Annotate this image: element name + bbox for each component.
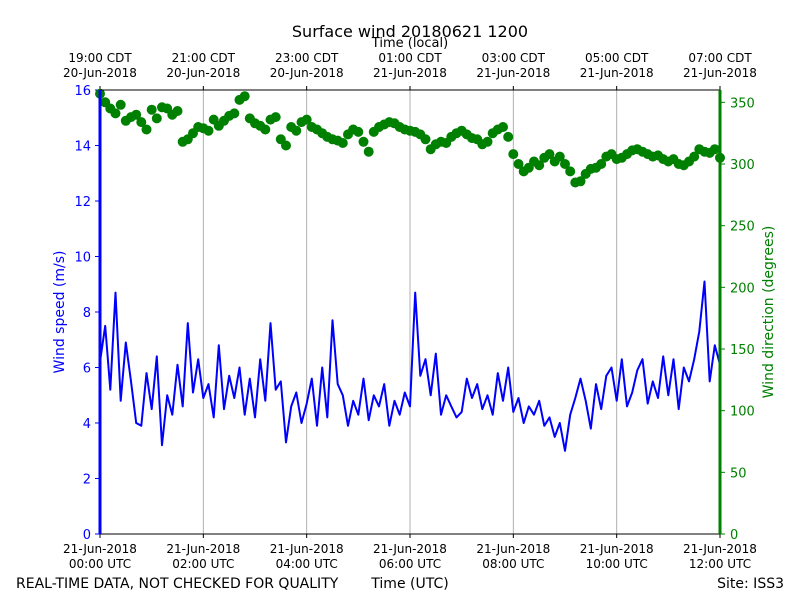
right-axis-label: Wind direction (degrees): [761, 226, 777, 399]
direction-point-63: [420, 134, 431, 145]
top-tick-date-5: 21-Jun-2018: [580, 66, 654, 80]
direction-point-78: [498, 122, 508, 132]
chart-title: Surface wind 20180621 1200: [292, 22, 528, 41]
direction-point-90: [560, 159, 570, 169]
right-tick-label-0: 0: [730, 528, 738, 543]
direction-point-52: [363, 146, 374, 157]
right-tick-label-3: 150: [730, 343, 755, 358]
bottom-tick-date-4: 21-Jun-2018: [476, 542, 550, 556]
top-tick-time-0: 19:00 CDT: [68, 51, 132, 65]
direction-point-32: [260, 124, 271, 135]
left-tick-label-8: 16: [74, 84, 91, 99]
bottom-tick-time-2: 04:00 UTC: [276, 557, 338, 571]
direction-point-21: [203, 125, 214, 136]
top-tick-date-3: 21-Jun-2018: [373, 66, 447, 80]
bottom-tick-time-1: 02:00 UTC: [172, 557, 234, 571]
top-tick-date-0: 20-Jun-2018: [63, 66, 137, 80]
bottom-tick-time-0: 00:00 UTC: [69, 557, 131, 571]
top-tick-time-4: 03:00 CDT: [482, 51, 546, 65]
right-tick-label-5: 250: [730, 220, 755, 235]
left-tick-label-1: 2: [83, 473, 91, 488]
direction-point-26: [229, 108, 240, 119]
direction-point-28: [239, 91, 250, 102]
top-tick-time-6: 07:00 CDT: [688, 51, 752, 65]
bottom-tick-date-3: 21-Jun-2018: [373, 542, 447, 556]
direction-point-7: [131, 109, 142, 120]
direction-point-47: [337, 138, 348, 148]
top-tick-date-1: 20-Jun-2018: [166, 66, 240, 80]
direction-point-9: [141, 124, 152, 135]
left-tick-label-0: 0: [83, 528, 91, 543]
left-tick-label-2: 4: [83, 417, 91, 432]
direction-point-4: [115, 99, 126, 110]
left-tick-label-5: 10: [74, 251, 91, 266]
bottom-tick-date-6: 21-Jun-2018: [683, 542, 757, 556]
top-tick-time-1: 21:00 CDT: [172, 51, 236, 65]
direction-point-91: [565, 166, 576, 177]
direction-point-15: [172, 106, 183, 116]
top-tick-date-4: 21-Jun-2018: [476, 66, 550, 80]
wind-direction-markers: [95, 88, 725, 188]
direction-point-11: [151, 113, 162, 124]
top-tick-date-6: 21-Jun-2018: [683, 66, 757, 80]
direction-point-36: [281, 140, 291, 151]
direction-point-79: [503, 131, 514, 142]
top-tick-date-2: 20-Jun-2018: [270, 66, 344, 80]
bottom-tick-time-4: 08:00 UTC: [482, 557, 544, 571]
bottom-tick-date-0: 21-Jun-2018: [63, 542, 137, 556]
direction-point-80: [508, 149, 519, 160]
right-tick-label-4: 200: [730, 281, 755, 296]
right-tick-label-2: 100: [730, 405, 755, 420]
bottom-tick-time-5: 10:00 UTC: [586, 557, 648, 571]
direction-point-40: [301, 114, 312, 125]
direction-point-93: [575, 176, 586, 187]
direction-point-10: [146, 104, 157, 115]
direction-point-119: [709, 144, 720, 155]
x-axis-label: Time (UTC): [370, 576, 448, 592]
left-tick-label-4: 8: [83, 306, 91, 321]
bottom-tick-date-5: 21-Jun-2018: [580, 542, 654, 556]
site-label: Site: ISS3: [717, 576, 784, 592]
left-tick-label-6: 12: [74, 195, 91, 210]
wind-speed-line: [99, 280, 721, 452]
right-tick-label-7: 350: [730, 96, 755, 111]
left-axis-ticks: 0 2 4 6 8 10 12 14 16: [74, 84, 100, 543]
left-axis-label: Wind speed (m/s): [52, 251, 68, 374]
direction-point-50: [353, 126, 364, 137]
direction-point-51: [358, 136, 369, 147]
bottom-tick-time-6: 12:00 UTC: [689, 557, 751, 571]
bottom-tick-date-2: 21-Jun-2018: [270, 542, 344, 556]
top-tick-time-3: 01:00 CDT: [378, 51, 442, 65]
direction-point-8: [136, 117, 147, 128]
direction-point-81: [513, 159, 524, 169]
left-tick-label-3: 6: [83, 362, 91, 377]
left-tick-label-7: 14: [74, 140, 91, 155]
direction-point-87: [544, 149, 555, 160]
bottom-tick-time-3: 06:00 UTC: [379, 557, 441, 571]
direction-point-75: [482, 136, 493, 147]
bottom-tick-date-1: 21-Jun-2018: [166, 542, 240, 556]
right-tick-label-1: 50: [730, 466, 747, 481]
direction-point-115: [689, 151, 700, 162]
x-gridlines: [202, 90, 618, 534]
top-axis-label: Time (local): [371, 36, 448, 51]
direction-point-89: [554, 151, 565, 162]
quality-disclaimer: REAL-TIME DATA, NOT CHECKED FOR QUALITY: [16, 576, 339, 592]
right-axis-ticks: 0 50 100 150 200 250 300 350: [720, 96, 755, 543]
direction-point-97: [596, 159, 607, 169]
direction-point-34: [270, 112, 281, 123]
direction-point-85: [534, 160, 545, 171]
direction-point-38: [291, 125, 302, 136]
top-tick-time-2: 23:00 CDT: [275, 51, 339, 65]
top-tick-time-5: 05:00 CDT: [585, 51, 649, 65]
right-tick-label-6: 300: [730, 158, 755, 173]
direction-point-3: [110, 108, 121, 119]
